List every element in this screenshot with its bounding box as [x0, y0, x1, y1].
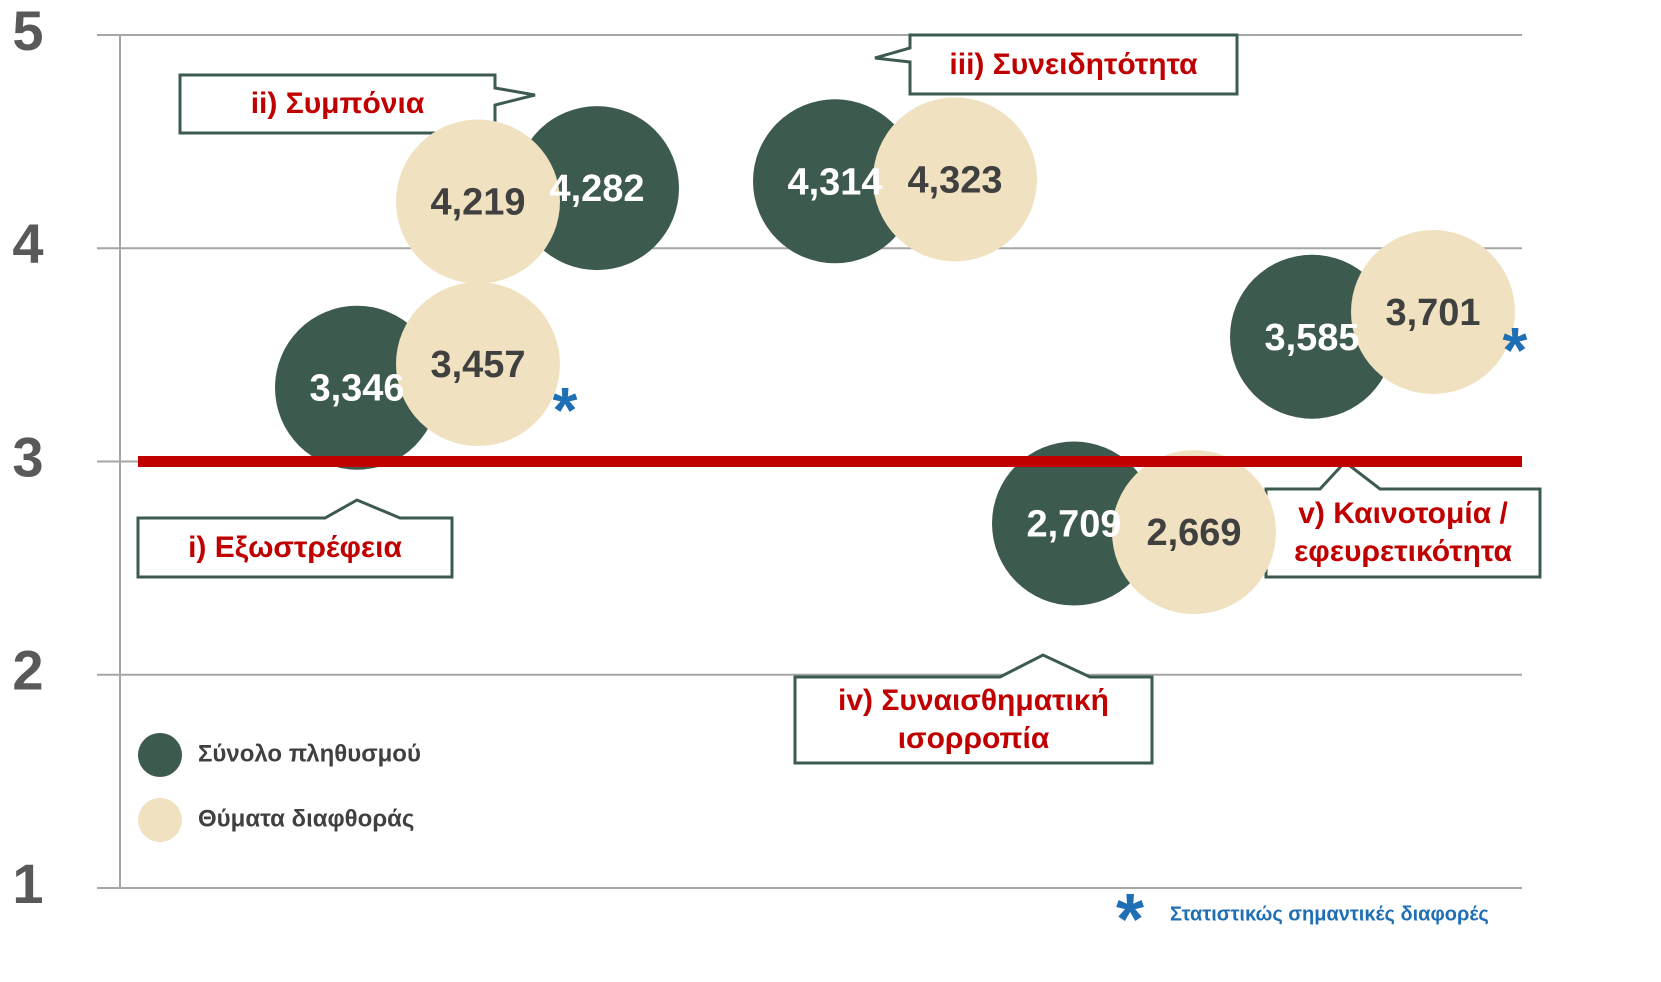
value-label: 4,314 — [787, 161, 882, 203]
footnote-marker: * — [1116, 880, 1144, 960]
value-label: 3,585 — [1264, 317, 1359, 359]
category-label: iv) Συναισθηματική ισορροπία — [838, 684, 1109, 755]
bubble — [515, 106, 679, 271]
bubble — [1112, 450, 1276, 615]
bubble — [396, 282, 560, 447]
value-label: 3,457 — [430, 344, 525, 386]
y-tick-label: 3 — [12, 425, 43, 488]
callout-box — [178, 73, 536, 135]
callout-box — [136, 498, 454, 579]
bubble — [396, 119, 560, 284]
bubble — [1351, 230, 1515, 395]
legend-swatch — [138, 733, 182, 777]
value-label: 2,709 — [1026, 504, 1121, 546]
significance-marker: * — [1503, 314, 1528, 386]
y-tick-label: 1 — [12, 852, 43, 915]
y-tick-label: 4 — [12, 212, 43, 275]
value-label: 4,282 — [549, 168, 644, 210]
value-label: 3,346 — [309, 368, 404, 410]
legend-label: Σύνολο πληθυσμού — [198, 740, 421, 767]
bubble — [873, 97, 1037, 262]
category-label: iii) Συνειδητότητα — [949, 47, 1198, 81]
callout-box — [874, 33, 1239, 96]
callout-box — [1264, 459, 1542, 579]
category-label: i) Εξωστρέφεια — [188, 530, 402, 564]
category-label: v) Καινοτομία / εφευρετικότητα — [1294, 497, 1512, 568]
value-label: 4,219 — [430, 182, 525, 224]
y-tick-label: 2 — [12, 639, 43, 702]
value-label: 3,701 — [1385, 292, 1480, 334]
significance-marker: * — [553, 374, 578, 446]
y-tick-label: 5 — [12, 0, 43, 62]
legend-label: Θύματα διαφθοράς — [198, 805, 414, 832]
callout-box — [793, 653, 1154, 765]
legend-swatch — [138, 798, 182, 842]
footnote: Στατιστικώς σημαντικές διαφορές — [1170, 903, 1489, 925]
category-label: ii) Συμπόνια — [250, 87, 425, 120]
bubble — [992, 441, 1156, 606]
bubble — [753, 99, 917, 264]
value-label: 4,323 — [907, 159, 1002, 201]
value-label: 2,669 — [1146, 512, 1241, 554]
